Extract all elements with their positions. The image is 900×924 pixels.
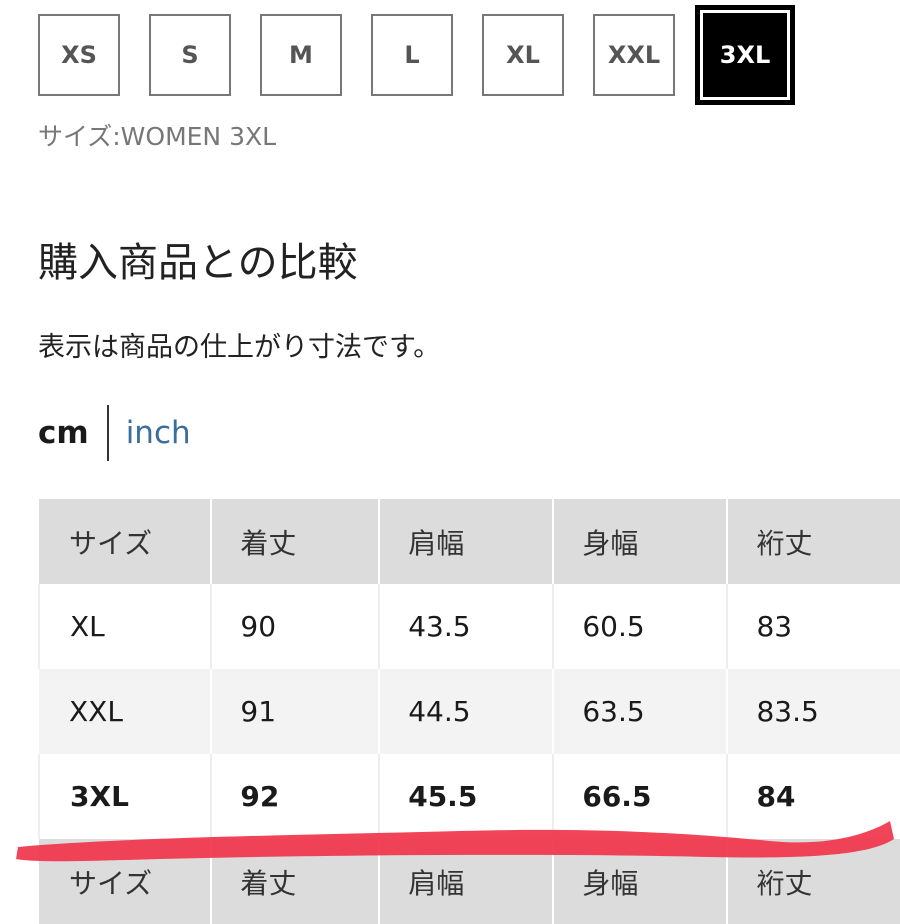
unit-inch-link[interactable]: inch	[125, 415, 191, 451]
header-cell: 裄丈	[726, 499, 900, 584]
table-header: サイズ 着丈 肩幅 身幅 裄丈	[39, 499, 900, 584]
size-option-l[interactable]: L	[371, 14, 453, 96]
size-note: 表示は商品の仕上がり寸法です。	[38, 332, 441, 363]
table-row: XXL 91 44.5 63.5 83.5	[39, 669, 900, 754]
size-option-s[interactable]: S	[149, 14, 231, 96]
unit-cm[interactable]: cm	[38, 415, 89, 451]
cell: 44.5	[378, 669, 554, 754]
size-selector: XS S M L XL XXL 3XL	[38, 5, 795, 105]
header-cell: 身幅	[552, 499, 728, 584]
size-option-3xl[interactable]: 3XL	[695, 5, 795, 105]
size-option-m[interactable]: M	[260, 14, 342, 96]
cell: 66.5	[552, 754, 728, 839]
cell: 92	[210, 754, 380, 839]
cell: 45.5	[378, 754, 554, 839]
cell: 91	[210, 669, 380, 754]
table-row: XL 90 43.5 60.5 83	[37, 584, 900, 669]
red-highlight-scribble	[16, 821, 894, 862]
cell: 43.5	[378, 584, 554, 669]
cell: 60.5	[552, 584, 728, 669]
selected-size-label: サイズ:WOMEN 3XL	[38, 122, 277, 151]
unit-divider	[106, 405, 109, 461]
cell: XXL	[39, 669, 212, 754]
header-cell: 着丈	[210, 499, 380, 584]
cell: 90	[210, 584, 380, 669]
table-row-selected: 3XL 92 45.5 66.5 84	[37, 754, 900, 839]
unit-toggle: cm inch	[38, 405, 191, 461]
cell: 83	[726, 584, 900, 669]
cell: 83.5	[726, 669, 900, 754]
size-option-xxl[interactable]: XXL	[593, 14, 675, 96]
header-cell: 肩幅	[378, 499, 554, 584]
size-option-xl[interactable]: XL	[482, 14, 564, 96]
header-cell: サイズ	[39, 499, 212, 584]
cell: XL	[37, 584, 212, 669]
cell: 3XL	[37, 754, 212, 839]
section-title: 購入商品との比較	[38, 240, 358, 286]
cell: 84	[726, 754, 900, 839]
cell: 63.5	[552, 669, 728, 754]
size-option-xs[interactable]: XS	[38, 14, 120, 96]
